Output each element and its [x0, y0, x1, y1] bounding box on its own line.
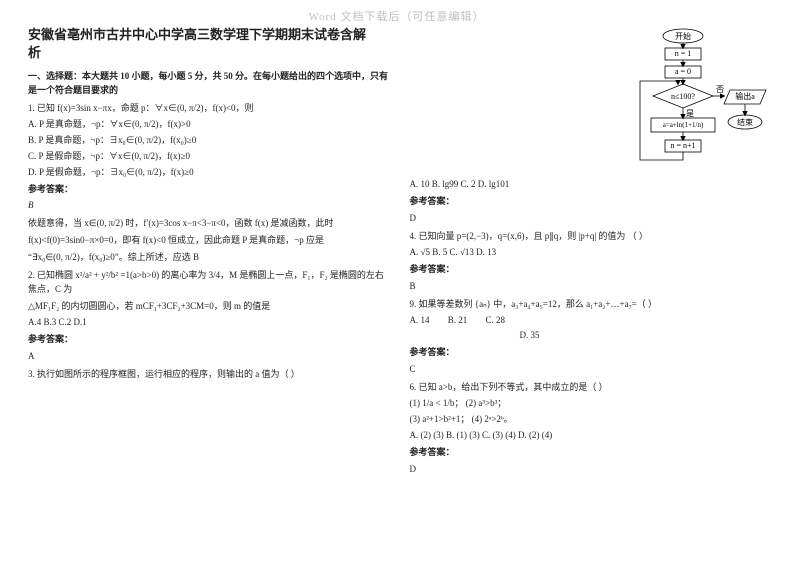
title-line-1: 安徽省亳州市古井中心中学高三数学理下学期期末试卷含解 [28, 27, 366, 42]
q1-answer-label: 参考答案： [28, 183, 392, 197]
q6-line-2: (3) a²+1>b²+1； (4) 2ᵃ>2ᵇ。 [410, 413, 774, 427]
flowchart-figure: 开始 n = 1 a = 0 n≤100? 是 否 a=a+ln(1+1/n) … [628, 26, 773, 216]
q1-answer: B [28, 199, 392, 213]
flow-cond-text: n≤100? [671, 92, 695, 101]
flow-no-text: 否 [716, 85, 724, 94]
flow-inc-text: n = n+1 [670, 141, 695, 150]
q4-stem: 4. 已知向量 p=(2,−3)，q=(x,6)，且 p∥q，则 |p+q| 的… [410, 230, 774, 244]
q2-stem-2: △MF₁F₂ 的内切圆圆心，若 mCF₁+3CF₂+3CM=0，则 m 的值是 [28, 300, 392, 314]
q1-explain-2: f(x)<f(0)=3sin0−π×0=0，即有 f(x)<0 恒成立，因此命题… [28, 234, 392, 248]
watermark-text: Word 文档下载后（可任意编辑） [0, 8, 793, 24]
page-container: 安徽省亳州市古井中心中学高三数学理下学期期末试卷含解 析 一、选择题：本大题共 … [0, 0, 793, 490]
q2-stem-1: 2. 已知椭圆 x²/a² + y²/b² =1(a>b>0) 的离心率为 3/… [28, 269, 392, 297]
flow-end-text: 结束 [737, 117, 753, 127]
q5-options: A. 14 B. 21 C. 28 [410, 314, 774, 328]
q4-answer: B [410, 280, 774, 294]
q5-answer-label: 参考答案： [410, 346, 774, 360]
flow-n1-text: n = 1 [675, 49, 692, 58]
q6-answer: D [410, 463, 774, 477]
q5-option-d: D. 35 [520, 329, 774, 343]
q2-options: A.4 B.3 C.2 D.1 [28, 316, 392, 330]
q6-answer-label: 参考答案： [410, 446, 774, 460]
q1-explain-1: 依题意得，当 x∈(0, π/2) 时，f′(x)=3cos x−π<3−π<0… [28, 217, 392, 231]
flow-calc-text: a=a+ln(1+1/n) [663, 121, 704, 129]
flow-yes-text: 是 [686, 109, 694, 118]
q5-stem: 9. 如果等差数列 {aₙ} 中，a₃+a₄+a₅=12，那么 a₁+a₂+…+… [410, 298, 774, 312]
right-column: 开始 n = 1 a = 0 n≤100? 是 否 a=a+ln(1+1/n) … [410, 26, 774, 480]
q1-option-c: C. P 是假命题，¬p：∀x∈(0, π/2)，f(x)≥0 [28, 150, 392, 164]
q6-options: A. (2) (3) B. (1) (3) C. (3) (4) D. (2) … [410, 429, 774, 443]
section-1-heading: 一、选择题：本大题共 10 小题，每小题 5 分，共 50 分。在每小题给出的四… [28, 70, 392, 98]
q3-stem: 3. 执行如图所示的程序框图，运行相应的程序，则输出的 a 值为（ ） [28, 368, 392, 382]
q4-options: A. √5 B. 5 C. √13 D. 13 [410, 246, 774, 260]
q5-option-c: C. 28 [486, 314, 506, 328]
flow-start-text: 开始 [675, 31, 691, 41]
q1-stem: 1. 已知 f(x)=3sin x−πx，命题 p：∀x∈(0, π/2)，f(… [28, 102, 392, 116]
q1-option-d: D. P 是假命题，¬p：∃x₀∈(0, π/2)，f(x)≥0 [28, 166, 392, 180]
q2-answer: A [28, 350, 392, 364]
q6-line-1: (1) 1/a < 1/b； (2) a³>b³； [410, 397, 774, 411]
q1-option-a: A. P 是真命题，¬p：∀x∈(0, π/2)，f(x)>0 [28, 118, 392, 132]
q5-option-a: A. 14 [410, 314, 430, 328]
q5-option-b: B. 21 [448, 314, 468, 328]
q1-option-b: B. P 是真命题，¬p：∃x₀∈(0, π/2)，f(x₀)≥0 [28, 134, 392, 148]
q4-answer-label: 参考答案： [410, 263, 774, 277]
q2-answer-label: 参考答案： [28, 333, 392, 347]
title-line-2: 析 [28, 45, 41, 60]
flow-a0-text: a = 0 [675, 67, 691, 76]
doc-title: 安徽省亳州市古井中心中学高三数学理下学期期末试卷含解 析 [28, 26, 392, 62]
q6-stem: 6. 已知 a>b，给出下列不等式，其中成立的是（ ） [410, 381, 774, 395]
q1-explain-3: “∃x₀∈(0, π/2)，f(x₀)≥0”。综上所述，应选 B [28, 251, 392, 265]
q5-answer: C [410, 363, 774, 377]
left-column: 安徽省亳州市古井中心中学高三数学理下学期期末试卷含解 析 一、选择题：本大题共 … [28, 26, 392, 480]
flow-out-text: 输出a [735, 91, 755, 101]
